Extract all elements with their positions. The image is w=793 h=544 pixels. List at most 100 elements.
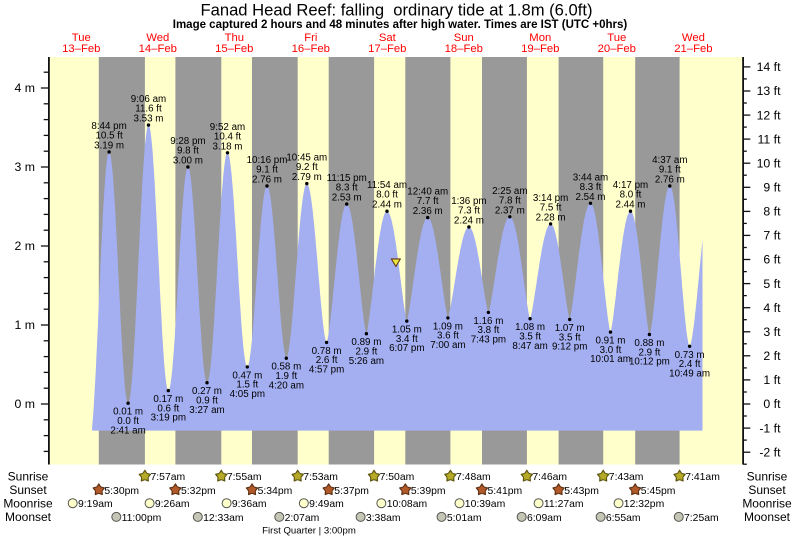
svg-text:3:19 pm: 3:19 pm <box>151 413 186 424</box>
svg-text:10:08am: 10:08am <box>387 499 427 510</box>
svg-text:4:37 am: 4:37 am <box>652 155 687 166</box>
svg-text:9:36am: 9:36am <box>232 499 267 510</box>
svg-text:Moonset: Moonset <box>744 510 791 524</box>
svg-text:3.53 m: 3.53 m <box>134 114 164 125</box>
svg-text:11:00pm: 11:00pm <box>122 513 162 524</box>
svg-text:3 m: 3 m <box>15 160 36 174</box>
svg-text:Wed: Wed <box>146 32 169 44</box>
svg-text:12:40 am: 12:40 am <box>407 187 448 198</box>
svg-text:7:41am: 7:41am <box>685 472 720 483</box>
svg-text:8.3 ft: 8.3 ft <box>336 183 358 194</box>
svg-text:1:36 pm: 1:36 pm <box>451 196 486 207</box>
svg-text:9:12 pm: 9:12 pm <box>552 342 587 353</box>
svg-text:Sunset: Sunset <box>748 483 786 497</box>
svg-text:10 ft: 10 ft <box>757 156 782 170</box>
svg-text:Sun: Sun <box>454 32 474 44</box>
svg-text:2.53 m: 2.53 m <box>332 193 362 204</box>
svg-text:3.18 m: 3.18 m <box>213 141 243 152</box>
svg-text:0.27 m: 0.27 m <box>192 386 222 397</box>
svg-text:9.2 ft: 9.2 ft <box>296 162 318 173</box>
svg-text:9:19am: 9:19am <box>78 499 113 510</box>
svg-text:7:55am: 7:55am <box>227 472 262 483</box>
svg-text:14–Feb: 14–Feb <box>139 43 177 55</box>
svg-text:5:45pm: 5:45pm <box>641 486 676 497</box>
svg-text:5:43pm: 5:43pm <box>564 486 599 497</box>
svg-text:0.91 m: 0.91 m <box>596 336 626 347</box>
svg-text:6:07 pm: 6:07 pm <box>389 343 424 354</box>
svg-text:10:49 am: 10:49 am <box>669 368 710 379</box>
svg-text:11:15 pm: 11:15 pm <box>327 173 367 184</box>
svg-text:3.00 m: 3.00 m <box>173 156 203 167</box>
svg-text:3 ft: 3 ft <box>763 325 781 339</box>
svg-text:21–Feb: 21–Feb <box>674 43 712 55</box>
svg-text:7:50am: 7:50am <box>380 472 415 483</box>
svg-text:Sunrise: Sunrise <box>747 470 788 484</box>
svg-text:3.6 ft: 3.6 ft <box>437 331 459 342</box>
svg-text:0.01 m: 0.01 m <box>113 407 143 418</box>
svg-text:8:44 pm: 8:44 pm <box>91 121 126 132</box>
svg-text:4:57 pm: 4:57 pm <box>309 365 344 376</box>
svg-text:9.1 ft: 9.1 ft <box>256 165 278 176</box>
svg-text:0.73 m: 0.73 m <box>675 350 705 361</box>
svg-text:0.78 m: 0.78 m <box>312 346 342 357</box>
svg-text:Tue: Tue <box>72 32 91 44</box>
svg-text:0.17 m: 0.17 m <box>153 394 183 405</box>
svg-text:5:39pm: 5:39pm <box>411 486 446 497</box>
svg-text:2.37 m: 2.37 m <box>495 205 525 216</box>
svg-text:7.8 ft: 7.8 ft <box>499 195 521 206</box>
svg-text:Sunrise: Sunrise <box>8 470 49 484</box>
svg-text:2 m: 2 m <box>15 239 36 253</box>
svg-text:1 m: 1 m <box>15 318 36 332</box>
svg-text:0.9 ft: 0.9 ft <box>196 396 218 407</box>
svg-text:13–Feb: 13–Feb <box>62 43 100 55</box>
svg-text:11 ft: 11 ft <box>757 132 781 146</box>
svg-text:6:09am: 6:09am <box>527 513 562 524</box>
svg-text:7.5 ft: 7.5 ft <box>540 202 562 213</box>
svg-text:Fri: Fri <box>304 32 317 44</box>
svg-text:9.8 ft: 9.8 ft <box>177 146 199 157</box>
svg-text:7:43 pm: 7:43 pm <box>471 335 506 346</box>
svg-text:7 ft: 7 ft <box>763 229 781 243</box>
svg-text:3:27 am: 3:27 am <box>189 405 224 416</box>
svg-text:9 ft: 9 ft <box>763 181 781 195</box>
svg-text:7:53am: 7:53am <box>303 472 338 483</box>
svg-text:2.54 m: 2.54 m <box>576 192 606 203</box>
svg-text:Wed: Wed <box>682 32 705 44</box>
svg-text:20–Feb: 20–Feb <box>598 43 636 55</box>
svg-text:4:20 am: 4:20 am <box>269 380 304 391</box>
svg-text:7.3 ft: 7.3 ft <box>458 206 480 217</box>
svg-text:1 ft: 1 ft <box>763 373 781 387</box>
svg-text:3.19 m: 3.19 m <box>94 141 124 152</box>
svg-text:4 m: 4 m <box>15 81 36 95</box>
svg-text:11.6 ft: 11.6 ft <box>135 104 162 115</box>
svg-text:10:39am: 10:39am <box>465 499 505 510</box>
svg-text:5:34pm: 5:34pm <box>258 486 293 497</box>
svg-text:2:25 am: 2:25 am <box>492 186 527 197</box>
svg-text:1.16 m: 1.16 m <box>473 316 503 327</box>
svg-text:7:57am: 7:57am <box>151 472 186 483</box>
svg-text:2.76 m: 2.76 m <box>252 175 282 186</box>
svg-text:6 ft: 6 ft <box>763 253 781 267</box>
svg-text:16–Feb: 16–Feb <box>292 43 330 55</box>
svg-text:6:55am: 6:55am <box>606 513 641 524</box>
svg-text:1.05 m: 1.05 m <box>392 325 422 336</box>
svg-text:2.79 m: 2.79 m <box>292 172 322 183</box>
svg-text:5:41pm: 5:41pm <box>488 486 523 497</box>
svg-text:4:05 pm: 4:05 pm <box>230 389 265 400</box>
svg-text:9:52 am: 9:52 am <box>210 122 245 133</box>
svg-text:1.9 ft: 1.9 ft <box>275 371 297 382</box>
svg-text:7:48am: 7:48am <box>456 472 491 483</box>
svg-text:Fanad Head Reef: falling ordi: Fanad Head Reef: falling ordinary tide a… <box>200 1 592 20</box>
svg-text:7:00 am: 7:00 am <box>430 340 465 351</box>
svg-text:9:28 pm: 9:28 pm <box>170 136 205 147</box>
svg-text:First Quarter | 3:00pm: First Quarter | 3:00pm <box>262 526 356 537</box>
svg-text:0 ft: 0 ft <box>763 397 781 411</box>
svg-text:2.4 ft: 2.4 ft <box>679 359 701 370</box>
svg-text:Moonrise: Moonrise <box>742 497 792 511</box>
svg-text:12 ft: 12 ft <box>757 108 782 122</box>
svg-text:-2 ft: -2 ft <box>759 445 781 459</box>
svg-text:0.58 m: 0.58 m <box>271 362 301 373</box>
svg-text:7:46am: 7:46am <box>532 472 567 483</box>
svg-text:1.5 ft: 1.5 ft <box>236 380 258 391</box>
svg-text:2:07am: 2:07am <box>285 513 320 524</box>
